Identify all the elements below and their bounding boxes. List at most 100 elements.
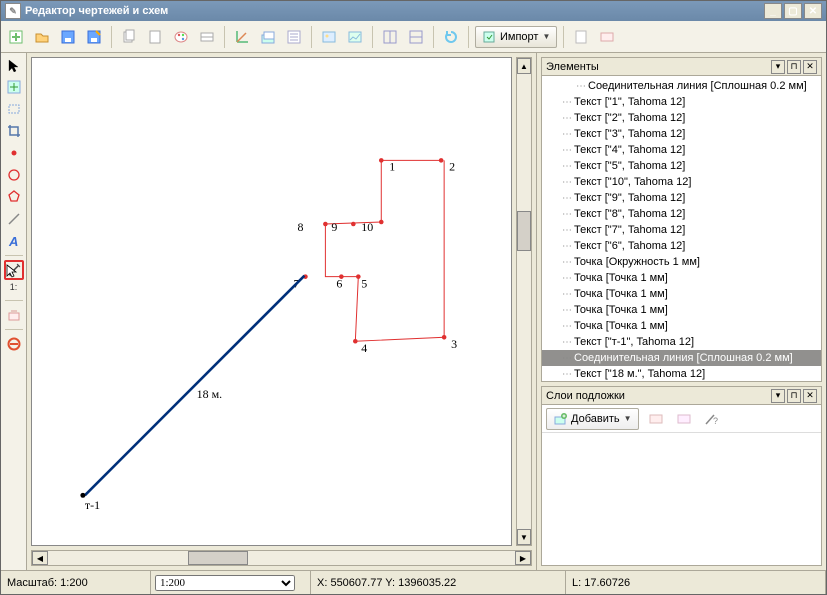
zoom-label: 1: [10, 282, 18, 296]
toolbar-layer[interactable] [257, 26, 279, 48]
svg-text:10: 10 [361, 220, 373, 234]
scroll-right-button[interactable]: ▶ [515, 551, 531, 565]
dropdown-arrow-icon: ▼ [542, 32, 550, 41]
status-length: L: 17.60726 [566, 571, 826, 594]
import-label: Импорт [500, 31, 538, 43]
tree-item[interactable]: ⋯Текст ["4", Tahoma 12] [542, 142, 821, 158]
tool-line[interactable] [4, 209, 24, 229]
tool-deny[interactable] [4, 334, 24, 354]
left-toolbox: A 1: [1, 53, 27, 570]
svg-text:A: A [8, 234, 18, 248]
tree-item[interactable]: ⋯Точка [Точка 1 мм] [542, 286, 821, 302]
horizontal-scrollbar[interactable]: ◀ ▶ [31, 550, 532, 566]
elements-tree[interactable]: ⋯Соединительная линия [Сплошная 0.2 мм]⋯… [542, 76, 821, 381]
toolbar-doc2[interactable] [596, 26, 618, 48]
toolbar-img2[interactable] [344, 26, 366, 48]
toolbar-doc1[interactable] [570, 26, 592, 48]
toolbar-axes-icon[interactable] [231, 26, 253, 48]
svg-text:8: 8 [297, 220, 303, 234]
tree-item[interactable]: ⋯Точка [Точка 1 мм] [542, 302, 821, 318]
tool-circle[interactable] [4, 165, 24, 185]
layer-btn-2[interactable] [673, 408, 695, 430]
maximize-button[interactable]: ▢ [784, 3, 802, 19]
tree-item[interactable]: ⋯Текст ["6", Tahoma 12] [542, 238, 821, 254]
toolbar-props[interactable] [196, 26, 218, 48]
panel-pin-button[interactable]: ⊓ [787, 389, 801, 403]
status-coords: X: 550607.77 Y: 1396035.22 [311, 571, 566, 594]
tree-item[interactable]: ⋯Текст ["18 м.", Tahoma 12] [542, 366, 821, 381]
tree-item[interactable]: ⋯Точка [Точка 1 мм] [542, 270, 821, 286]
close-button[interactable]: ✕ [804, 3, 822, 19]
panel-menu-button[interactable]: ▾ [771, 389, 785, 403]
tree-item[interactable]: ⋯Соединительная линия [Сплошная 0.2 мм] [542, 350, 821, 366]
toolbar-img1[interactable] [318, 26, 340, 48]
tool-hand[interactable] [4, 77, 24, 97]
toolbar-saveas[interactable] [83, 26, 105, 48]
add-layer-label: Добавить [571, 413, 620, 425]
main-toolbar: Импорт ▼ [1, 21, 826, 53]
hscroll-thumb[interactable] [188, 551, 248, 565]
svg-text:18 м.: 18 м. [197, 387, 223, 401]
tool-text[interactable]: A [4, 231, 24, 251]
svg-text:9: 9 [331, 220, 337, 234]
tree-item[interactable]: ⋯Текст ["3", Tahoma 12] [542, 126, 821, 142]
layer-btn-help[interactable]: ? [701, 408, 723, 430]
tree-item[interactable]: ⋯Текст ["7", Tahoma 12] [542, 222, 821, 238]
add-layer-dropdown[interactable]: Добавить ▼ [546, 408, 639, 430]
svg-text:1: 1 [389, 159, 395, 173]
svg-text:?: ? [713, 416, 718, 426]
panel-close-button[interactable]: ✕ [803, 389, 817, 403]
tree-item[interactable]: ⋯Текст ["1", Tahoma 12] [542, 94, 821, 110]
status-scale-label: Масштаб: 1:200 [1, 571, 151, 594]
tree-item[interactable]: ⋯Текст ["т-1", Tahoma 12] [542, 334, 821, 350]
svg-text:т-1: т-1 [85, 498, 100, 512]
layer-btn-1[interactable] [645, 408, 667, 430]
elements-panel: Элементы ▾ ⊓ ✕ ⋯Соединительная линия [Сп… [541, 57, 822, 382]
panel-pin-button[interactable]: ⊓ [787, 60, 801, 74]
tree-item[interactable]: ⋯Текст ["10", Tahoma 12] [542, 174, 821, 190]
scroll-left-button[interactable]: ◀ [32, 551, 48, 565]
scroll-up-button[interactable]: ▲ [517, 58, 531, 74]
window-title: Редактор чертежей и схем [25, 5, 168, 17]
titlebar: ✎ Редактор чертежей и схем _ ▢ ✕ [1, 1, 826, 21]
scroll-down-button[interactable]: ▼ [517, 529, 531, 545]
tree-item[interactable]: ⋯Точка [Окружность 1 мм] [542, 254, 821, 270]
tree-item[interactable]: ⋯Текст ["5", Tahoma 12] [542, 158, 821, 174]
toolbar-save[interactable] [57, 26, 79, 48]
scale-select[interactable]: 1:200 [155, 575, 295, 591]
tool-clear[interactable] [4, 305, 24, 325]
layers-panel: Слои подложки ▾ ⊓ ✕ Добавить ▼ ? [541, 386, 822, 566]
tool-select-rect[interactable] [4, 99, 24, 119]
layers-body [542, 433, 821, 565]
tree-item[interactable]: ⋯Текст ["9", Tahoma 12] [542, 190, 821, 206]
toolbar-copy[interactable] [118, 26, 140, 48]
tree-item[interactable]: ⋯Текст ["8", Tahoma 12] [542, 206, 821, 222]
tool-measure[interactable] [4, 260, 24, 280]
tree-item[interactable]: ⋯Текст ["2", Tahoma 12] [542, 110, 821, 126]
tree-item[interactable]: ⋯Точка [Точка 1 мм] [542, 318, 821, 334]
svg-text:6: 6 [336, 277, 342, 291]
toolbar-list[interactable] [283, 26, 305, 48]
tool-polygon[interactable] [4, 187, 24, 207]
toolbar-palette-icon[interactable] [170, 26, 192, 48]
toolbar-grid1[interactable] [379, 26, 401, 48]
minimize-button[interactable]: _ [764, 3, 782, 19]
vertical-scrollbar[interactable]: ▲ ▼ [516, 57, 532, 546]
toolbar-grid2[interactable] [405, 26, 427, 48]
statusbar: Масштаб: 1:200 1:200 X: 550607.77 Y: 139… [1, 570, 826, 594]
tool-pointer[interactable] [4, 55, 24, 75]
tool-crop[interactable] [4, 121, 24, 141]
tool-dot[interactable] [4, 143, 24, 163]
panel-menu-button[interactable]: ▾ [771, 60, 785, 74]
tree-item[interactable]: ⋯Соединительная линия [Сплошная 0.2 мм] [542, 78, 821, 94]
vscroll-thumb[interactable] [517, 211, 531, 251]
toolbar-open[interactable] [31, 26, 53, 48]
toolbar-paste[interactable] [144, 26, 166, 48]
import-dropdown[interactable]: Импорт ▼ [475, 26, 557, 48]
elements-panel-title: Элементы [546, 61, 769, 73]
drawing-canvas[interactable]: 1234567891018 м.т-1 [31, 57, 512, 546]
panel-close-button[interactable]: ✕ [803, 60, 817, 74]
toolbar-refresh-icon[interactable] [440, 26, 462, 48]
layers-panel-title: Слои подложки [546, 390, 769, 402]
toolbar-new[interactable] [5, 26, 27, 48]
